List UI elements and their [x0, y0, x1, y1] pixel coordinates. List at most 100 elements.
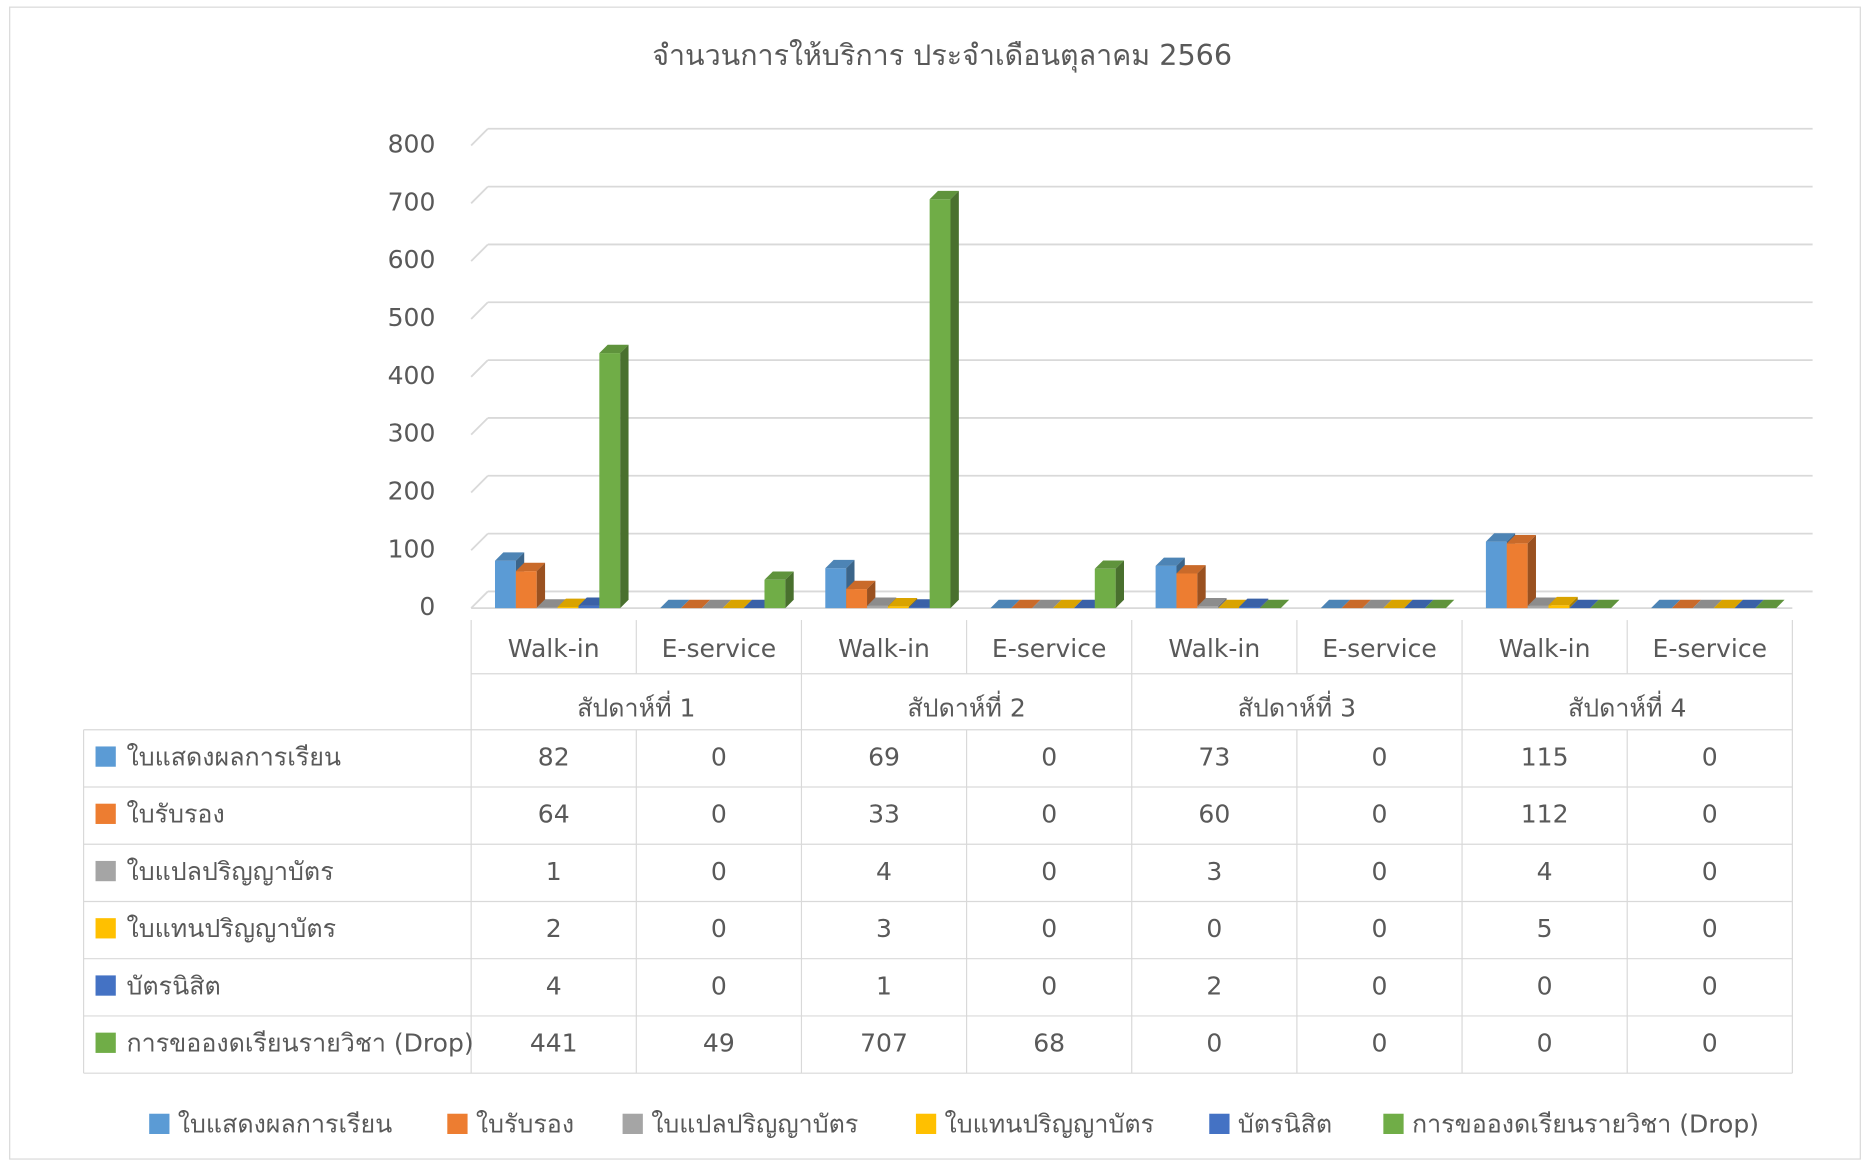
grid-depth	[470, 590, 489, 609]
bar-top	[1032, 599, 1062, 609]
bar-top	[764, 571, 794, 580]
bar-top	[1548, 596, 1578, 606]
bar-side	[1527, 535, 1536, 609]
table-value: 82	[538, 742, 570, 771]
x-tick-label: E-service	[992, 634, 1107, 663]
grid-depth	[470, 417, 489, 436]
bar-top	[1011, 599, 1041, 609]
chart-title: จำนวนการให้บริการ ประจำเดือนตุลาคม 2566	[652, 38, 1232, 73]
table-value: 1	[876, 971, 892, 1000]
table-legend-key	[95, 975, 116, 996]
table-value: 0	[1041, 971, 1057, 1000]
table-value: 33	[868, 800, 900, 829]
bar-side	[1569, 596, 1578, 609]
table-value: 1	[546, 857, 562, 886]
table-row-label: บัตรนิสิต	[127, 971, 221, 1000]
bar	[1239, 606, 1260, 609]
bar-top	[701, 599, 732, 609]
table-value: 0	[1702, 857, 1718, 886]
table-value: 0	[1372, 914, 1388, 943]
table-legend-key	[95, 746, 116, 767]
y-tick-label: 300	[388, 419, 436, 448]
bar-side	[950, 190, 959, 609]
table-value: 0	[1372, 857, 1388, 886]
table-value: 0	[711, 857, 727, 886]
table-value: 64	[538, 800, 570, 829]
table-value: 0	[1702, 1029, 1718, 1058]
bar-top	[929, 190, 959, 200]
bar	[908, 607, 930, 609]
bar-top	[1527, 597, 1557, 606]
grid-depth	[470, 128, 489, 147]
table-value: 4	[876, 857, 892, 886]
bar	[578, 605, 600, 609]
table-value: 0	[1372, 800, 1388, 829]
bar-top	[1713, 599, 1743, 609]
table-legend-key	[95, 860, 116, 882]
bar-top	[1506, 535, 1536, 544]
bar-top	[1362, 599, 1392, 609]
table-row-label: การขอองดเรียนรายวิชา (Drop)	[127, 1029, 474, 1058]
table-value: 49	[703, 1029, 735, 1058]
legend-label: ใบแทนปริญญาบัตร	[945, 1110, 1155, 1139]
table-value: 0	[1702, 971, 1718, 1000]
x-tick-label: Walk-in	[838, 634, 930, 663]
legend-key	[915, 1113, 937, 1134]
table-value: 4	[546, 971, 562, 1000]
table-value: 0	[711, 971, 727, 1000]
x-tick-label: Walk-in	[508, 634, 600, 663]
table-value: 0	[1041, 800, 1057, 829]
legend-key	[1383, 1113, 1404, 1134]
table-value: 2	[1206, 971, 1222, 1000]
bar-top	[1485, 533, 1516, 542]
bar-top	[1094, 560, 1124, 569]
table-value: 707	[860, 1029, 908, 1058]
table-value: 0	[1372, 1029, 1388, 1058]
y-tick-label: 100	[388, 534, 436, 563]
y-tick-label: 700	[388, 187, 436, 216]
table-value: 441	[530, 1029, 578, 1058]
bar-top	[1239, 598, 1269, 607]
bar-top	[825, 559, 855, 569]
x-tick-label: Walk-in	[1499, 634, 1591, 663]
table-legend-key	[95, 1032, 116, 1053]
table-value: 0	[1372, 742, 1388, 771]
table-value: 68	[1033, 1029, 1065, 1058]
bar	[929, 199, 951, 609]
group-label: สัปดาห์ที่ 1	[577, 690, 695, 722]
legend-key	[149, 1113, 170, 1134]
bar	[887, 606, 909, 609]
legend-key	[622, 1113, 643, 1134]
legend-label: การขอองดเรียนรายวิชา (Drop)	[1412, 1110, 1759, 1139]
bar-side	[620, 344, 629, 609]
table-value: 4	[1537, 857, 1553, 886]
bar-top	[846, 580, 876, 590]
bar-top	[515, 562, 546, 572]
bar-top	[722, 599, 752, 609]
bar	[1485, 541, 1507, 609]
bar-top	[1197, 598, 1227, 607]
legend-label: ใบแสดงผลการเรียน	[178, 1110, 392, 1139]
table-legend-key	[95, 918, 116, 939]
bar-side	[1197, 565, 1206, 609]
y-tick-label: 0	[419, 592, 435, 621]
bar-top	[1341, 599, 1371, 609]
grid-depth	[470, 359, 489, 378]
bar-side	[1259, 598, 1269, 609]
table-value: 0	[1702, 800, 1718, 829]
bar-top	[1651, 599, 1681, 609]
grid-depth	[470, 243, 489, 262]
bar	[1506, 543, 1528, 609]
bar-side	[785, 571, 794, 609]
bar-top	[1734, 599, 1764, 609]
table-value: 0	[711, 742, 727, 771]
x-tick-label: E-service	[1322, 634, 1437, 663]
bar	[825, 568, 847, 609]
table-value: 0	[1041, 914, 1057, 943]
bar	[1094, 568, 1116, 609]
y-tick-label: 200	[388, 476, 436, 505]
bar	[1176, 573, 1198, 609]
bar-top	[1155, 557, 1185, 566]
y-tick-label: 800	[388, 129, 436, 158]
bar	[599, 353, 621, 609]
